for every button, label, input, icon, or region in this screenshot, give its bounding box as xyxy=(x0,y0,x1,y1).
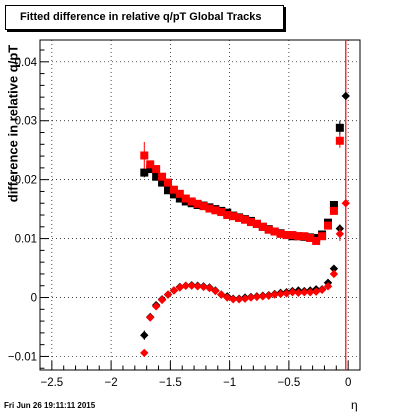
data-point-square xyxy=(217,208,226,217)
data-point-diamond xyxy=(151,302,161,311)
data-point-square xyxy=(264,225,273,234)
y-tick-label: 0.01 xyxy=(15,234,37,246)
chart-title-box: Fitted difference in relative q/pT Globa… xyxy=(5,5,284,30)
data-point-diamond xyxy=(264,291,273,300)
data-point-square xyxy=(276,229,285,238)
data-point-diamond xyxy=(341,91,350,101)
data-point-diamond xyxy=(288,288,297,297)
y-tick-label: 0 xyxy=(31,293,37,305)
data-point-diamond xyxy=(187,281,196,290)
timestamp: Fri Jun 26 19:11:11 2015 xyxy=(4,401,96,410)
data-point-square xyxy=(335,123,344,132)
data-point-square xyxy=(329,201,338,209)
data-point-diamond xyxy=(276,289,285,299)
data-point-square xyxy=(169,190,178,199)
data-point-square xyxy=(270,227,279,236)
y-tick-label: 0.02 xyxy=(15,175,37,187)
data-point-diamond xyxy=(270,290,279,299)
data-point-square xyxy=(282,231,291,240)
chart-title: Fitted difference in relative q/pT Globa… xyxy=(20,11,262,23)
data-point-square xyxy=(152,165,161,174)
data-point-square xyxy=(199,202,208,211)
data-point-square xyxy=(158,178,167,187)
data-point-diamond xyxy=(252,292,262,302)
data-point-square xyxy=(211,206,220,215)
data-point-square xyxy=(241,215,250,224)
data-point-diamond xyxy=(163,290,173,299)
data-point-square xyxy=(235,213,244,222)
y-tick-label: −0.01 xyxy=(8,351,37,363)
x-tick-label: −0.5 xyxy=(278,377,301,389)
data-point-diamond xyxy=(294,288,303,298)
data-point-square xyxy=(175,189,184,198)
data-point-square xyxy=(152,172,161,181)
data-point-square xyxy=(306,234,315,242)
data-point-square xyxy=(300,232,309,241)
y-axis-label: difference in relative q/pT xyxy=(5,44,21,203)
data-point-diamond xyxy=(300,288,309,297)
x-tick-label: −1 xyxy=(223,377,236,389)
data-point-diamond xyxy=(228,295,238,304)
data-point-square xyxy=(335,136,344,145)
data-point-square xyxy=(252,219,261,228)
data-point-square xyxy=(205,204,214,213)
data-point-square xyxy=(140,151,149,160)
data-point-square xyxy=(324,221,332,230)
data-point-diamond xyxy=(193,282,202,291)
data-point-diamond xyxy=(341,199,350,208)
x-tick-label: 0 xyxy=(345,377,351,389)
data-point-square xyxy=(223,211,232,220)
data-point-diamond xyxy=(181,281,190,290)
data-point-square xyxy=(158,172,167,181)
data-point-square xyxy=(318,232,327,241)
y-tick-label: 0.03 xyxy=(15,116,37,128)
data-point-diamond xyxy=(329,269,339,279)
data-point-square xyxy=(246,218,255,227)
data-point-diamond xyxy=(169,286,179,295)
data-point-square xyxy=(229,212,238,221)
data-point-square xyxy=(288,231,297,240)
x-tick-label: −2.5 xyxy=(41,377,64,389)
data-point-square xyxy=(146,160,155,169)
data-point-square xyxy=(164,186,172,195)
data-point-square xyxy=(169,185,178,194)
data-point-diamond xyxy=(140,331,149,340)
x-tick-label: −1.5 xyxy=(159,377,182,389)
data-point-square xyxy=(329,206,338,215)
data-point-diamond xyxy=(217,290,226,299)
data-point-square xyxy=(312,236,321,245)
data-point-diamond xyxy=(335,229,345,239)
data-point-diamond xyxy=(234,295,244,304)
x-tick-label: −2 xyxy=(105,377,118,389)
data-point-diamond xyxy=(157,295,167,305)
data-point-square xyxy=(146,165,155,174)
data-point-diamond xyxy=(146,313,155,322)
data-point-diamond xyxy=(246,293,256,302)
data-point-diamond xyxy=(240,294,250,303)
data-point-diamond xyxy=(211,286,220,296)
data-point-diamond xyxy=(140,348,149,358)
x-axis-label: η xyxy=(351,398,358,412)
data-point-diamond xyxy=(306,288,315,297)
data-point-diamond xyxy=(258,292,268,301)
y-tick-label: 0.04 xyxy=(15,57,38,69)
data-point-diamond xyxy=(282,289,291,298)
data-point-diamond xyxy=(323,282,333,291)
data-point-square xyxy=(140,168,149,177)
data-point-diamond xyxy=(329,264,339,273)
data-point-square xyxy=(164,178,172,187)
data-point-square xyxy=(258,222,267,231)
data-point-diamond xyxy=(199,282,208,292)
data-point-square xyxy=(187,197,196,206)
data-point-diamond xyxy=(317,285,327,295)
data-point-square xyxy=(193,199,202,208)
data-point-square xyxy=(294,232,303,241)
data-point-square xyxy=(175,194,184,203)
data-point-square xyxy=(181,194,190,203)
data-point-diamond xyxy=(205,283,214,293)
